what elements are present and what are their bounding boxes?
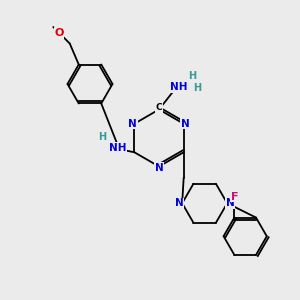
Text: O: O [55, 28, 64, 38]
Text: NH: NH [170, 82, 187, 92]
Text: H: H [188, 71, 196, 82]
Text: N: N [154, 163, 164, 173]
Text: H: H [98, 132, 106, 142]
Text: N: N [175, 198, 184, 208]
Text: F: F [231, 191, 238, 202]
Text: N: N [226, 198, 235, 208]
Text: N: N [128, 119, 137, 129]
Text: N: N [181, 119, 190, 129]
Text: C: C [156, 103, 162, 112]
Text: NH: NH [109, 143, 127, 153]
Text: H: H [193, 83, 201, 94]
